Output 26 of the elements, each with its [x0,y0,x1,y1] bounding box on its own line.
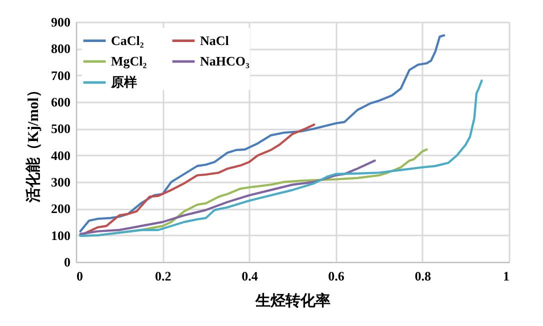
legend-label: MgCl₂ [111,54,147,68]
y-tick-label: 800 [51,41,70,56]
x-tick-label: 0.2 [154,268,172,284]
y-tick-label: 300 [51,174,70,190]
x-tick-label: 0.4 [242,268,258,284]
x-tick-label: 1 [503,268,510,284]
y-tick-label: 200 [51,201,70,216]
x-tick-label: 0.6 [328,268,345,284]
y-axis-title: 活化能（Kj/mol） [25,82,42,204]
line-series [79,124,316,236]
y-tick-label: 400 [51,148,70,163]
y-tick-label: 600 [51,94,70,110]
x-axis-title: 生烃转化率 [254,292,330,310]
y-tick-label: 900 [51,14,70,30]
legend-label: 原样 [110,74,137,90]
y-tick-label: 700 [51,68,70,83]
line-series [79,160,376,236]
y-tick-label: 100 [51,228,70,243]
legend-label: NaHCO₃ [200,54,250,68]
y-tick-label: 0 [64,254,70,270]
legend-label: NaCl [200,32,230,48]
x-tick-label: 0 [76,268,83,284]
line-series [79,34,446,232]
y-tick-label: 500 [51,121,70,136]
legend-label: CaCl₂ [111,32,144,48]
x-tick-label: 0.8 [414,268,432,284]
